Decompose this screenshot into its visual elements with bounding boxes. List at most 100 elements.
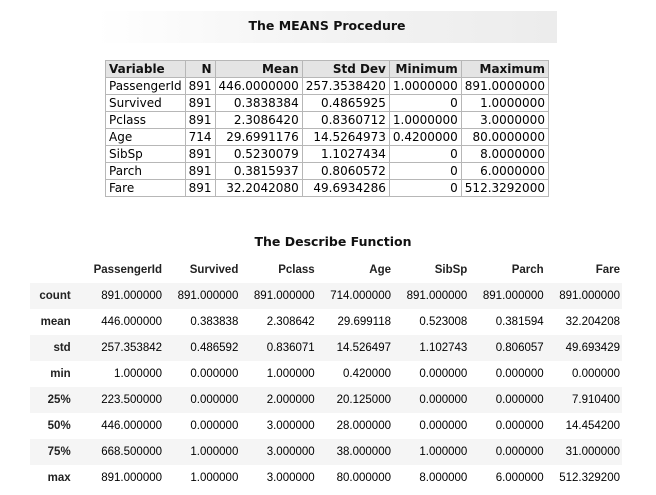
means-cell: Pclass	[105, 111, 186, 129]
means-cell: 0.4200000	[388, 128, 462, 146]
means-row: SibSp 891 0.5230079 1.1027434 0 8.000000…	[105, 145, 549, 163]
means-cell: 0.8060572	[301, 162, 390, 180]
describe-cell: 7.910400	[545, 387, 622, 413]
means-cell: 0.4865925	[301, 94, 390, 112]
means-cell: 0	[388, 162, 462, 180]
describe-row: 75% 668.500000 1.000000 3.000000 38.0000…	[30, 439, 622, 465]
describe-header-parch: Parch	[511, 263, 544, 276]
means-cell: 891	[184, 77, 216, 95]
describe-row-label: min	[30, 361, 79, 387]
means-cell: 1.0000000	[460, 94, 549, 112]
describe-cell: 0.000000	[545, 361, 622, 387]
means-cell: 0.3838384	[214, 94, 303, 112]
describe-header-passengerid: PassengerId	[93, 263, 163, 276]
describe-cell: 891.000000	[545, 283, 622, 309]
means-row: Survived 891 0.3838384 0.4865925 0 1.000…	[105, 94, 549, 112]
describe-header-fare: Fare	[595, 263, 620, 276]
describe-cell: 14.454200	[545, 413, 622, 439]
describe-function-title: The Describe Function	[254, 234, 412, 249]
describe-row: mean 446.000000 0.383838 2.308642 29.699…	[30, 309, 622, 335]
describe-cell: 1.000000	[78, 361, 165, 387]
describe-row-label: 25%	[30, 387, 79, 413]
describe-cell: 0.000000	[393, 413, 470, 439]
means-cell: 0	[388, 94, 462, 112]
means-header-variable: Variable	[105, 60, 186, 78]
describe-cell: 512.329200	[545, 465, 622, 491]
means-cell: Parch	[105, 162, 186, 180]
describe-header-pclass: Pclass	[278, 263, 315, 276]
describe-cell: 1.000000	[164, 439, 241, 465]
describe-cell: 3.000000	[240, 439, 317, 465]
describe-cell: 1.102743	[393, 335, 470, 361]
describe-cell: 891.000000	[393, 283, 470, 309]
means-row: Fare 891 32.2042080 49.6934286 0 512.329…	[105, 179, 549, 197]
describe-row-label: count	[30, 283, 79, 309]
means-cell: 891	[184, 94, 216, 112]
describe-cell: 1.000000	[164, 465, 241, 491]
means-row: Parch 891 0.3815937 0.8060572 0 6.000000…	[105, 162, 549, 180]
describe-cell: 0.383838	[164, 309, 241, 335]
describe-cell: 0.000000	[469, 387, 546, 413]
describe-cell: 0.420000	[316, 361, 393, 387]
means-header-n: N	[184, 60, 216, 78]
means-cell: Fare	[105, 179, 186, 197]
describe-header-blank	[30, 256, 79, 283]
describe-row-label: std	[30, 335, 79, 361]
describe-cell: 446.000000	[78, 309, 165, 335]
describe-cell: 32.204208	[545, 309, 622, 335]
describe-cell: 14.526497	[316, 335, 393, 361]
describe-row-label: 75%	[30, 439, 79, 465]
describe-cell: 0.523008	[393, 309, 470, 335]
describe-cell: 3.000000	[240, 413, 317, 439]
means-cell: 1.1027434	[301, 145, 390, 163]
describe-cell: 0.000000	[393, 361, 470, 387]
describe-row: 50% 446.000000 0.000000 3.000000 28.0000…	[30, 413, 622, 439]
describe-cell: 0.000000	[469, 439, 546, 465]
describe-row: std 257.353842 0.486592 0.836071 14.5264…	[30, 335, 622, 361]
means-cell: 0	[388, 145, 462, 163]
describe-table: PassengerId Survived Pclass Age SibSp Pa…	[30, 256, 622, 491]
describe-cell: 38.000000	[316, 439, 393, 465]
means-row: Pclass 891 2.3086420 0.8360712 1.0000000…	[105, 111, 549, 129]
describe-cell: 891.000000	[78, 283, 165, 309]
describe-cell: 2.000000	[240, 387, 317, 413]
means-header-mean: Mean	[214, 60, 303, 78]
means-cell: 80.0000000	[460, 128, 549, 146]
means-cell: 0.3815937	[214, 162, 303, 180]
means-cell: Age	[105, 128, 186, 146]
means-header-std-dev: Std Dev	[301, 60, 390, 78]
means-cell: 1.0000000	[388, 111, 462, 129]
means-cell: Survived	[105, 94, 186, 112]
describe-cell: 1.000000	[240, 361, 317, 387]
means-cell: 14.5264973	[301, 128, 390, 146]
means-header-row: Variable N Mean Std Dev Minimum Maximum	[105, 60, 549, 78]
describe-row: 25% 223.500000 0.000000 2.000000 20.1250…	[30, 387, 622, 413]
describe-cell: 257.353842	[78, 335, 165, 361]
describe-row-label: max	[30, 465, 79, 491]
means-cell: 891	[184, 145, 216, 163]
describe-cell: 891.000000	[469, 283, 546, 309]
describe-row: max 891.000000 1.000000 3.000000 80.0000…	[30, 465, 622, 491]
describe-cell: 0.000000	[469, 413, 546, 439]
means-cell: 512.3292000	[460, 179, 549, 197]
describe-cell: 49.693429	[545, 335, 622, 361]
describe-cell: 6.000000	[469, 465, 546, 491]
describe-header-sibsp: SibSp	[434, 263, 468, 276]
describe-cell: 223.500000	[78, 387, 165, 413]
describe-row-label: mean	[30, 309, 79, 335]
describe-cell: 29.699118	[316, 309, 393, 335]
means-cell: 891	[184, 162, 216, 180]
describe-cell: 0.381594	[469, 309, 546, 335]
means-cell: 29.6991176	[214, 128, 303, 146]
describe-row-label: 50%	[30, 413, 79, 439]
describe-header-survived: Survived	[189, 263, 239, 276]
describe-row: min 1.000000 0.000000 1.000000 0.420000 …	[30, 361, 622, 387]
means-cell: 891	[184, 111, 216, 129]
describe-header-row: PassengerId Survived Pclass Age SibSp Pa…	[30, 256, 622, 283]
describe-cell: 0.000000	[469, 361, 546, 387]
describe-cell: 668.500000	[78, 439, 165, 465]
means-cell: 3.0000000	[460, 111, 549, 129]
describe-cell: 0.806057	[469, 335, 546, 361]
describe-cell: 20.125000	[316, 387, 393, 413]
means-procedure-title: The MEANS Procedure	[97, 11, 557, 43]
